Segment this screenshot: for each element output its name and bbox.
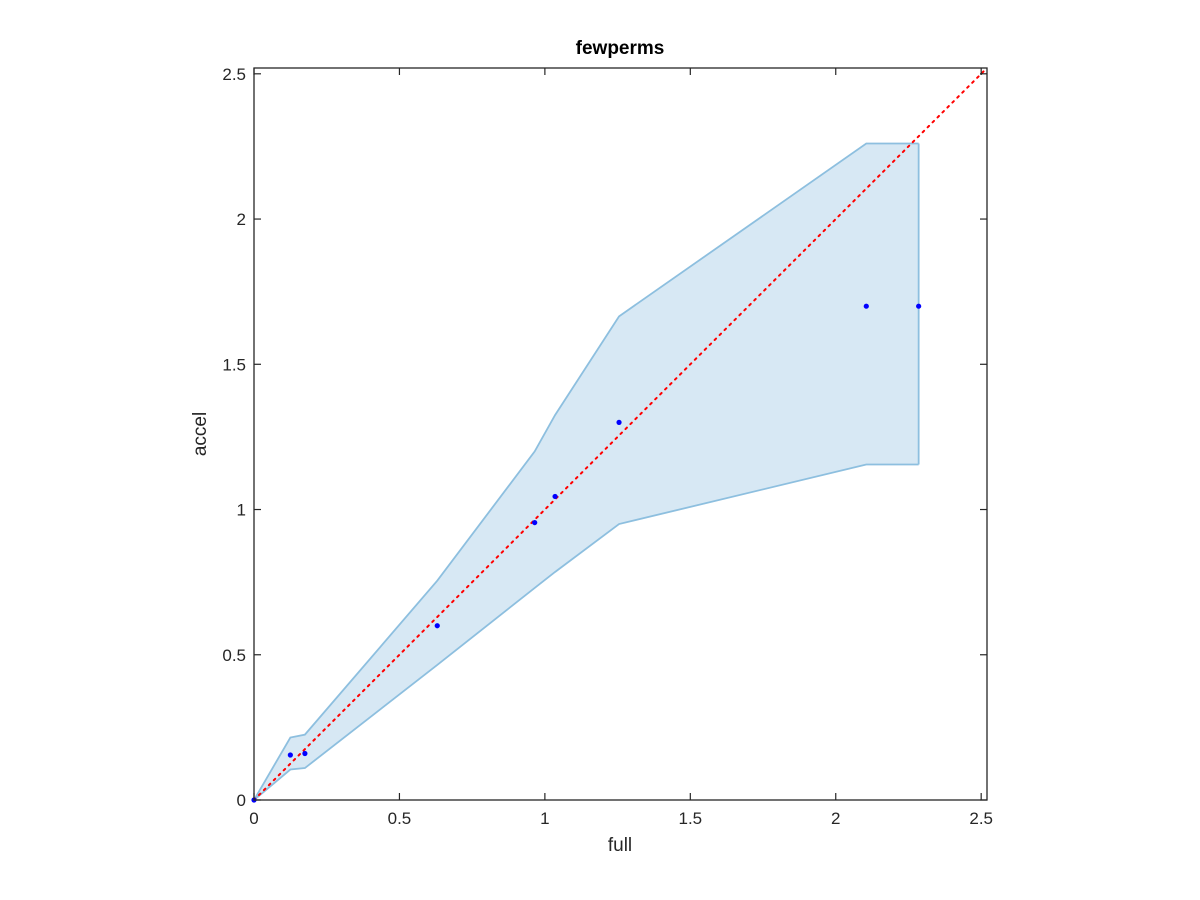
y-axis-label: accel [190,412,211,456]
plot-area-frame [253,67,988,801]
y-tick-label: 1.5 [222,355,246,374]
confidence-band-fill [254,143,919,800]
data-points-layer [251,303,922,803]
data-point [616,419,622,425]
x-axis-label: full [608,835,632,856]
data-point [302,750,308,757]
band-lower-edge [253,463,919,801]
data-point [916,303,922,309]
x-tick-label: 0 [249,809,258,828]
x-tick-label: 2 [831,809,840,828]
data-point [434,623,440,629]
x-tick-label: 1.5 [678,809,702,828]
data-point [532,519,538,526]
y-tick-label: 1 [237,501,246,520]
band-upper-edge [253,142,919,801]
x-tick-label: 1 [540,809,549,828]
y-tick-label: 0.5 [222,646,246,665]
data-point [863,303,869,309]
data-point [552,493,558,500]
x-tick-label: 2.5 [969,809,993,828]
reference-line-y-equals-x [253,67,988,801]
y-tick-label: 2 [237,210,246,229]
confidence-band-layer [253,142,920,801]
x-tick-label: 0.5 [388,809,412,828]
y-ticks: 0 0.5 1 1.5 2 2.5 [222,65,987,810]
chart-title: fewperms [576,38,665,59]
y-tick-label: 2.5 [222,65,246,84]
reference-line-layer [253,67,988,801]
data-point [287,752,293,758]
y-tick-label: 0 [237,791,246,810]
